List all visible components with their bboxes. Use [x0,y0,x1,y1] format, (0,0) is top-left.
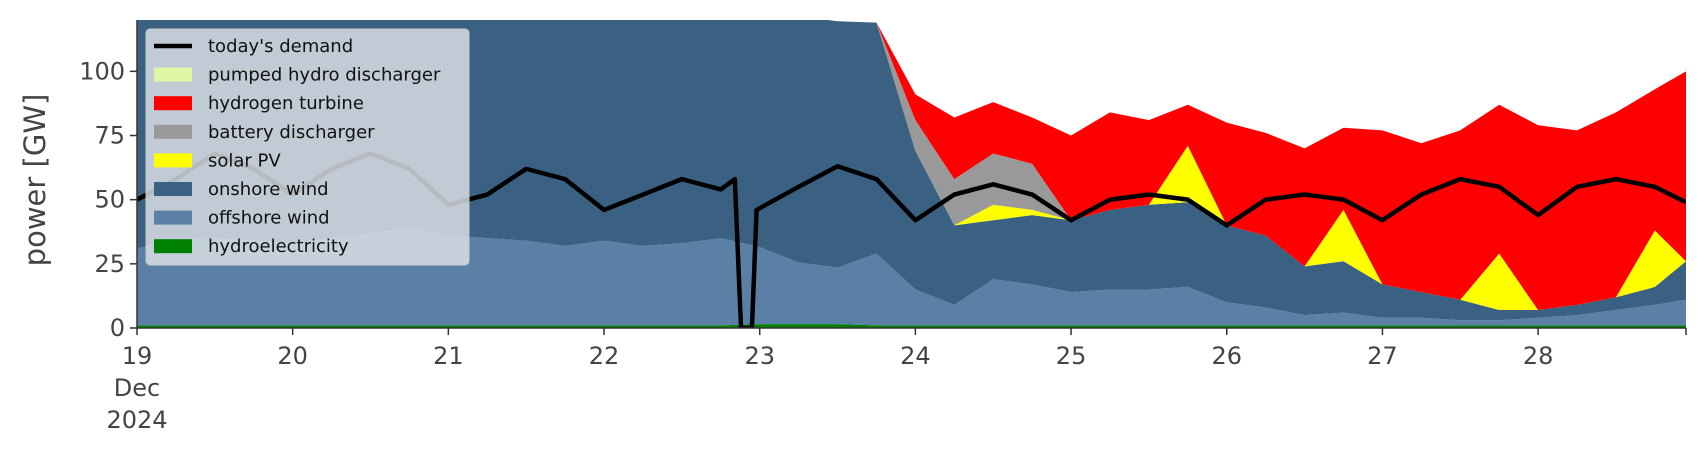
x-tick-sublabel: Dec [114,374,160,402]
legend-label: offshore wind [208,208,330,229]
x-tick-label: 24 [900,342,931,370]
legend-swatch [154,210,192,225]
x-tick-sublabel: 2024 [106,406,167,434]
y-tick-label: 50 [94,186,125,214]
legend-item: hydroelectricity [154,236,349,257]
y-tick-label: 0 [110,314,125,342]
y-axis-title: power [GW] [18,94,52,267]
x-tick-label: 23 [744,342,775,370]
legend-swatch [154,67,192,82]
legend-swatch [154,153,192,168]
legend-item: battery discharger [154,122,375,143]
legend-item: onshore wind [154,179,329,200]
y-tick-label: 100 [79,57,125,85]
legend-item: offshore wind [154,208,330,229]
legend-swatch [154,96,192,111]
legend-swatch [154,182,192,196]
area-hydrogen-turbine [827,20,1686,311]
legend-label: onshore wind [208,179,329,200]
legend-swatch [154,239,192,254]
legend-label: hydrogen turbine [208,93,364,114]
x-tick-label: 26 [1211,342,1242,370]
legend-item: today's demand [154,36,353,57]
legend-label: today's demand [208,36,353,57]
axes: 0 25 50 75 100 19 Dec 2024 20 21 22 23 24 25 26 27 28 [79,20,1687,434]
x-tick-label: 21 [433,342,464,370]
legend-label: pumped hydro discharger [208,65,441,86]
x-tick-label: 20 [277,342,308,370]
x-tick-label: 25 [1056,342,1087,370]
legend-item: pumped hydro discharger [154,65,441,86]
area-offshore-wind [137,227,1686,326]
y-tick-label: 25 [94,250,125,278]
legend-swatch [154,124,192,139]
x-tick-label: 19 [122,342,153,370]
x-tick-label: 27 [1367,342,1398,370]
legend: today's demand pumped hydro discharger hyd… [145,28,470,266]
x-tick-label: 22 [589,342,620,370]
area-hydroelectricity [137,324,1686,328]
area-onshore-wind [137,20,1686,321]
x-tick-label: 28 [1523,342,1554,370]
legend-item: solar PV [154,150,281,171]
legend-label: solar PV [208,150,281,171]
legend-label: hydroelectricity [208,236,349,257]
legend-box [145,28,470,266]
y-tick-label: 75 [94,122,125,150]
legend-label: battery discharger [208,122,375,143]
legend-item: hydrogen turbine [154,93,364,114]
stacked-areas [137,20,1686,328]
area-battery-discharger [827,20,1686,311]
